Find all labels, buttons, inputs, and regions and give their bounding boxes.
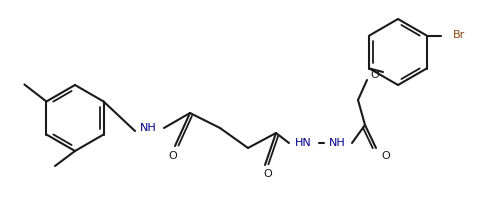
Text: NH: NH [140, 123, 156, 133]
Text: HN: HN [295, 138, 311, 148]
Text: O: O [382, 151, 391, 161]
Text: O: O [371, 70, 379, 80]
Text: Br: Br [452, 30, 465, 41]
Text: NH: NH [329, 138, 346, 148]
Text: O: O [169, 151, 177, 161]
Text: O: O [264, 169, 272, 179]
